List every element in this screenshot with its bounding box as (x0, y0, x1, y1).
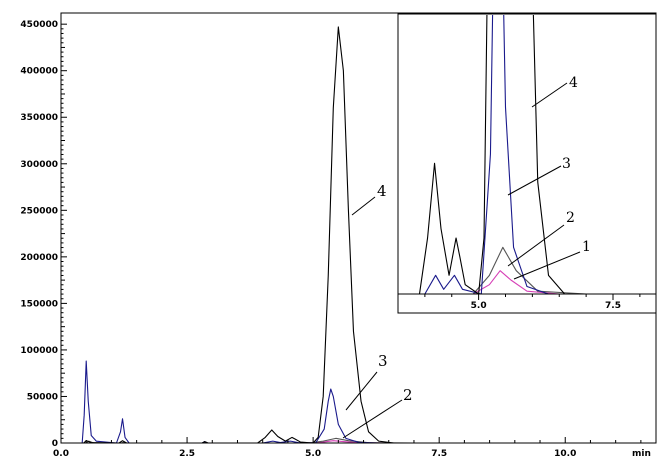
trace-label-2-callout: 2 (342, 386, 413, 439)
inset-trace-label-3: 3 (562, 156, 571, 172)
x-tick-label: 5.0 (305, 449, 321, 459)
inset-trace-3 (424, 15, 549, 295)
y-tick-label: 300000 (20, 160, 58, 170)
inset-trace-label-4: 4 (569, 75, 578, 91)
inset-label-3-callout: 3 (507, 156, 571, 196)
inset-trace-4 (418, 15, 566, 295)
trace-label-3: 3 (378, 352, 388, 370)
y-tick-label: 100000 (20, 346, 58, 356)
trace-label-2: 2 (403, 386, 413, 404)
y-tick-label: 450000 (20, 20, 58, 30)
inset-trace-label-2: 2 (566, 210, 575, 226)
main-plot-area: 0 50000 100000 150000 200000 250000 300000 3500… (20, 12, 657, 459)
x-tick-label: 2.5 (179, 449, 195, 459)
y-axis-ticks: 0 50000 100000 150000 200000 250000 300000 3500… (20, 20, 67, 449)
inset-label-2-callout: 2 (507, 210, 575, 267)
inset-trace-2 (472, 246, 587, 295)
trace-4 (61, 26, 541, 444)
y-tick-label: 250000 (20, 206, 58, 216)
y-tick-label: 150000 (20, 299, 58, 309)
x-axis-unit: min (632, 449, 651, 459)
x-tick-label: 7.5 (431, 449, 447, 459)
inset-x-tick-label: 7.5 (605, 301, 621, 311)
y-tick-label: 400000 (20, 67, 58, 77)
trace-3 (61, 360, 541, 444)
trace-label-4: 4 (377, 182, 387, 200)
inset-label-4-callout: 4 (531, 75, 578, 108)
inset-label-1-callout: 1 (513, 239, 591, 280)
x-tick-label: 10.0 (554, 449, 576, 459)
y-tick-label: 50000 (27, 392, 58, 402)
inset-zoom-plot: 5.0 7.5 4 3 2 1 (397, 13, 657, 314)
inset-x-tick-label: 5.0 (471, 301, 487, 311)
trace-label-3-callout: 3 (345, 352, 388, 411)
y-tick-label: 350000 (20, 113, 58, 123)
x-tick-label: 0.0 (53, 449, 69, 459)
trace-label-4-callout: 4 (351, 182, 387, 216)
inset-trace-label-1: 1 (582, 239, 591, 255)
y-tick-label: 0 (52, 439, 58, 449)
y-tick-label: 200000 (20, 253, 58, 263)
inset-background (397, 13, 657, 314)
